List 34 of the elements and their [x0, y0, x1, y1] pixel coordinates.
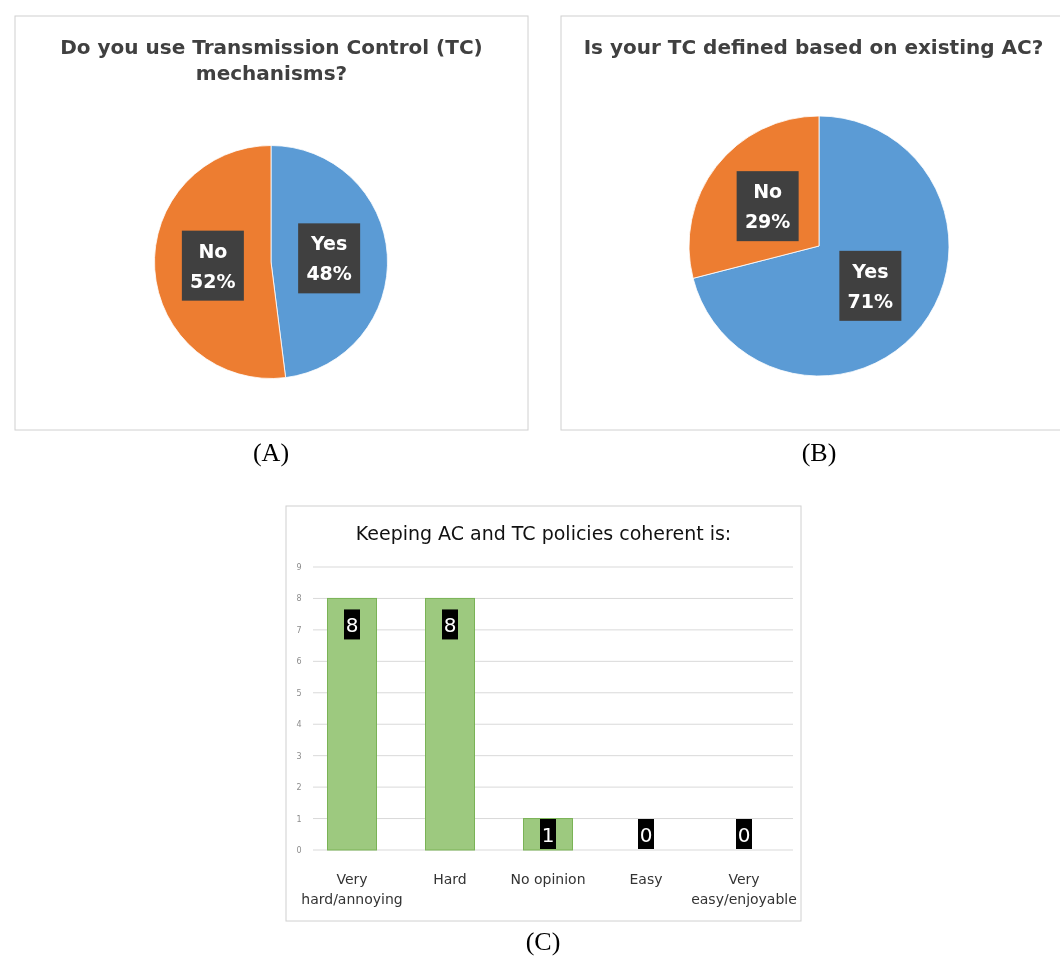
chart-title: Keeping AC and TC policies coherent is:: [355, 522, 732, 544]
slice-label: No: [753, 180, 783, 203]
y-tick-label: 0: [296, 846, 302, 855]
x-tick-label: Very easy/enjoyable: [691, 871, 797, 907]
y-tick-label: 2: [296, 783, 302, 793]
text: (A): [252, 438, 290, 467]
x-tick-label: Easy: [629, 871, 663, 887]
data-label: 48%: [306, 262, 352, 285]
text: (B): [801, 438, 837, 467]
x-tick-label: No opinion: [510, 871, 586, 887]
y-tick-label: 5: [296, 688, 302, 698]
data-label: 1: [541, 823, 555, 847]
data-label: 0: [639, 823, 653, 847]
data-label: 8: [345, 613, 359, 638]
y-tick-label: 7: [296, 625, 302, 635]
y-tick-label: 6: [296, 657, 302, 667]
y-tick-label: 3: [296, 751, 302, 761]
x-tick-label: Very hard/annoying: [301, 871, 403, 907]
y-tick-label: 1: [296, 814, 302, 824]
x-tick-label: Hard: [433, 871, 467, 887]
slice-label: Yes: [310, 232, 348, 255]
text: (C): [525, 927, 561, 956]
slice-label: Yes: [851, 259, 889, 282]
y-tick-label: 8: [296, 594, 302, 604]
y-tick-label: 9: [296, 563, 302, 572]
chart-title: Is your TC defined based on existing AC?: [583, 35, 1044, 59]
data-label: 8: [443, 613, 457, 638]
data-label: 52%: [190, 269, 236, 292]
y-tick-label: 4: [296, 720, 302, 730]
data-label: 0: [737, 823, 751, 847]
slice-label: No: [198, 239, 228, 262]
chart-title: Do you use Transmission Control (TC) mechanisms?: [60, 35, 483, 85]
data-label: 71%: [847, 289, 894, 312]
data-label: 29%: [744, 210, 791, 233]
